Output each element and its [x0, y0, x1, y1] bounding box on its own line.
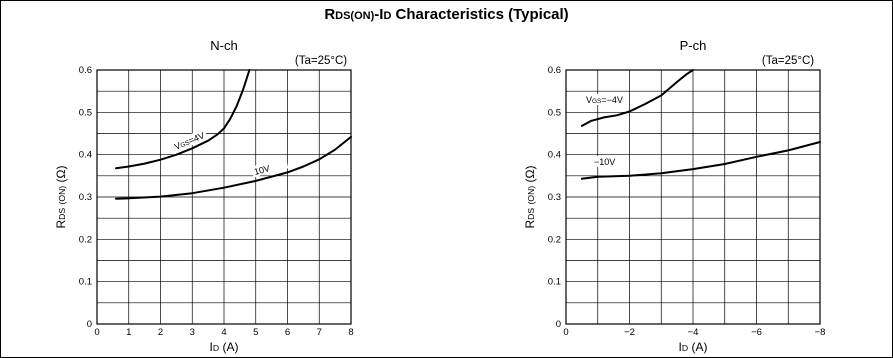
y-axis-label-part-3: (ON): [526, 186, 536, 205]
y-tick-label: 0.4: [548, 150, 561, 161]
series-label-0-part-0: V: [173, 140, 182, 152]
series-line-1: [115, 135, 352, 200]
series-label-1-part-0: −10V: [594, 157, 615, 167]
series-label-bg: [592, 156, 628, 167]
y-tick-label: 0.5: [79, 107, 92, 118]
x-tick-label: 3: [190, 327, 195, 338]
x-tick-label: 1: [126, 327, 131, 338]
x-axis-label: ID (A): [210, 340, 239, 354]
series-label-0-part-1: GS: [180, 139, 192, 149]
x-axis-label: ID (A): [679, 340, 708, 354]
main-title-r: R: [324, 6, 336, 23]
y-axis-label-part-3: (ON): [57, 186, 67, 205]
y-tick-label: 0.3: [79, 192, 92, 203]
y-axis-label-part-4: (Ω): [523, 166, 537, 186]
y-tick-label: 0.1: [79, 277, 92, 288]
x-tick-label: −2: [624, 327, 635, 338]
y-tick-label: 0.6: [548, 65, 561, 76]
x-tick-label: 7: [317, 327, 322, 338]
y-tick-label: 0: [556, 319, 561, 330]
x-tick-label: 4: [221, 327, 226, 338]
main-title-dash: -I: [374, 6, 384, 23]
x-tick-label: 2: [158, 327, 163, 338]
series-label-1: 10V: [253, 163, 271, 177]
x-tick-label: 8: [348, 327, 353, 338]
series-line-0: [115, 69, 251, 170]
x-tick-label: 0: [563, 327, 568, 338]
x-tick-label: −6: [751, 327, 762, 338]
panel-title: N-ch: [210, 38, 237, 53]
y-axis-label-part-0: R: [523, 219, 537, 228]
y-axis-label-part-1: DS: [57, 208, 67, 220]
x-axis-label-part-1: D: [213, 343, 219, 353]
x-axis-label-part-2: (A): [688, 340, 707, 354]
y-tick-label: 0.5: [548, 107, 561, 118]
chart-1: (Ta=25°C) P-ch 0 −2 −4 −6 −8 0 0.1 0.2 0.3 0.4 0.5 0.…: [523, 38, 825, 354]
x-tick-label: 0: [94, 327, 99, 338]
x-axis-label-part-2: (A): [219, 340, 238, 354]
x-axis-label-part-0: I: [679, 340, 682, 354]
y-tick-label: 0.3: [548, 192, 561, 203]
series-line-0: [580, 69, 694, 127]
series-label-bg: [584, 94, 620, 105]
x-axis-label-part-1: D: [682, 343, 688, 353]
series-label-0-part-0: V: [586, 95, 592, 105]
series-label-0-part-2: =−4V: [601, 95, 623, 105]
chart-0: (Ta=25°C) N-ch 0 1 2 3 4 5 6 7 8 0 0.1 0.2 0.3 0.4 0.5 0.…: [54, 38, 354, 354]
series-label-0: VGS=−4V: [586, 95, 623, 105]
y-tick-label: 0.6: [79, 65, 92, 76]
x-tick-label: 6: [285, 327, 290, 338]
panel-title: P-ch: [680, 38, 707, 53]
x-tick-label: −4: [688, 327, 699, 338]
series-label-bg: [250, 157, 289, 178]
y-tick-label: 0: [87, 319, 92, 330]
y-axis-label-part-4: (Ω): [54, 166, 68, 186]
y-axis-label: RDS (ON) (Ω): [54, 166, 68, 229]
plot-frame: [96, 69, 352, 325]
condition-bg: [758, 53, 820, 66]
series-label-1: −10V: [594, 157, 615, 167]
y-axis-label: RDS (ON) (Ω): [523, 166, 537, 229]
x-axis-label-part-0: I: [210, 340, 213, 354]
x-tick-label: 5: [253, 327, 258, 338]
x-tick-label: −8: [815, 327, 826, 338]
main-title-rest: Characteristics (Typical): [391, 6, 569, 23]
series-label-0-part-1: GS: [592, 98, 602, 105]
y-tick-label: 0.2: [79, 234, 92, 245]
y-axis-label-part-0: R: [54, 219, 68, 228]
main-title: RDS(ON)-ID Characteristics (Typical): [0, 6, 893, 23]
condition-bg: [291, 53, 353, 66]
series-label-1-part-0: 10V: [253, 163, 271, 177]
main-title-sub-ds: DS(ON): [335, 10, 375, 22]
y-tick-label: 0.1: [548, 277, 561, 288]
y-tick-label: 0.4: [79, 150, 92, 161]
series-line-1: [580, 141, 821, 180]
main-title-sub-d: D: [383, 10, 392, 22]
y-axis-label-part-1: DS: [526, 208, 536, 220]
y-tick-label: 0.2: [548, 234, 561, 245]
condition-label: (Ta=25°C): [762, 55, 814, 67]
series-label-bg: [170, 128, 209, 153]
condition-label: (Ta=25°C): [295, 55, 347, 67]
